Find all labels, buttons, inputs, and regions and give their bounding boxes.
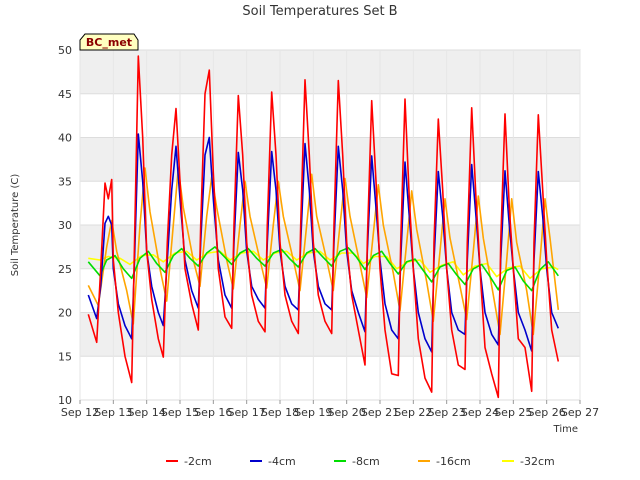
x-tick-label: Sep 20: [328, 406, 366, 419]
y-axis-label: Soil Temperature (C): [10, 174, 21, 277]
x-tick-label: Sep 17: [228, 406, 266, 419]
legend-label: -16cm: [436, 455, 471, 468]
legend-item: -16cm: [418, 455, 471, 468]
x-tick-label: Sep 26: [528, 406, 566, 419]
legend-label: -8cm: [352, 455, 380, 468]
legend-label: -4cm: [268, 455, 296, 468]
y-tick-label: 10: [58, 394, 72, 407]
badge-label: BC_met: [86, 36, 132, 49]
badge-box: [79, 33, 139, 51]
legend-label: -2cm: [184, 455, 212, 468]
legend-item: -8cm: [334, 455, 380, 468]
series-lines: [87, 55, 560, 399]
legend-item: -2cm: [166, 455, 212, 468]
x-axis-label: Time: [553, 424, 578, 435]
y-axis-ticks: 10 15 20 25 30 35 40 45 50: [58, 44, 72, 407]
x-tick-label: Sep 24: [461, 406, 499, 419]
y-tick-label: 20: [58, 307, 72, 320]
series-line-minus-8cm: [87, 246, 559, 292]
x-tick-label: Sep 13: [94, 406, 132, 419]
site-badge: BC_met: [79, 33, 139, 51]
x-tick-label: Sep 14: [128, 406, 166, 419]
x-tick-label: Sep 18: [261, 406, 299, 419]
x-tick-label: Sep 12: [61, 406, 99, 419]
x-tick-label: Sep 16: [194, 406, 232, 419]
y-tick-label: 35: [58, 175, 72, 188]
y-tick-label: 25: [58, 263, 72, 276]
y-tick-label: 45: [58, 88, 72, 101]
x-tick-label: Sep 25: [494, 406, 532, 419]
series-line-minus-2cm: [87, 55, 560, 399]
x-tick-label: Sep 15: [161, 406, 199, 419]
x-tick-label: Sep 27: [561, 406, 599, 419]
y-tick-label: 50: [58, 44, 72, 57]
legend-item: -32cm: [502, 455, 555, 468]
x-tick-label: Sep 22: [394, 406, 432, 419]
x-tick-label: Sep 23: [428, 406, 466, 419]
plot-band: [80, 137, 580, 182]
plot-band: [80, 50, 580, 94]
chart-title: Soil Temperatures Set B: [242, 4, 397, 19]
x-tick-label: Sep 21: [361, 406, 399, 419]
legend-item: -4cm: [250, 455, 296, 468]
y-tick-label: 15: [58, 350, 72, 363]
y-tick-label: 40: [58, 132, 72, 145]
legend: -2cm -4cm -8cm -16cm -32cm: [166, 455, 555, 468]
x-tick-label: Sep 19: [294, 406, 332, 419]
y-tick-label: 30: [58, 219, 72, 232]
legend-label: -32cm: [520, 455, 555, 468]
